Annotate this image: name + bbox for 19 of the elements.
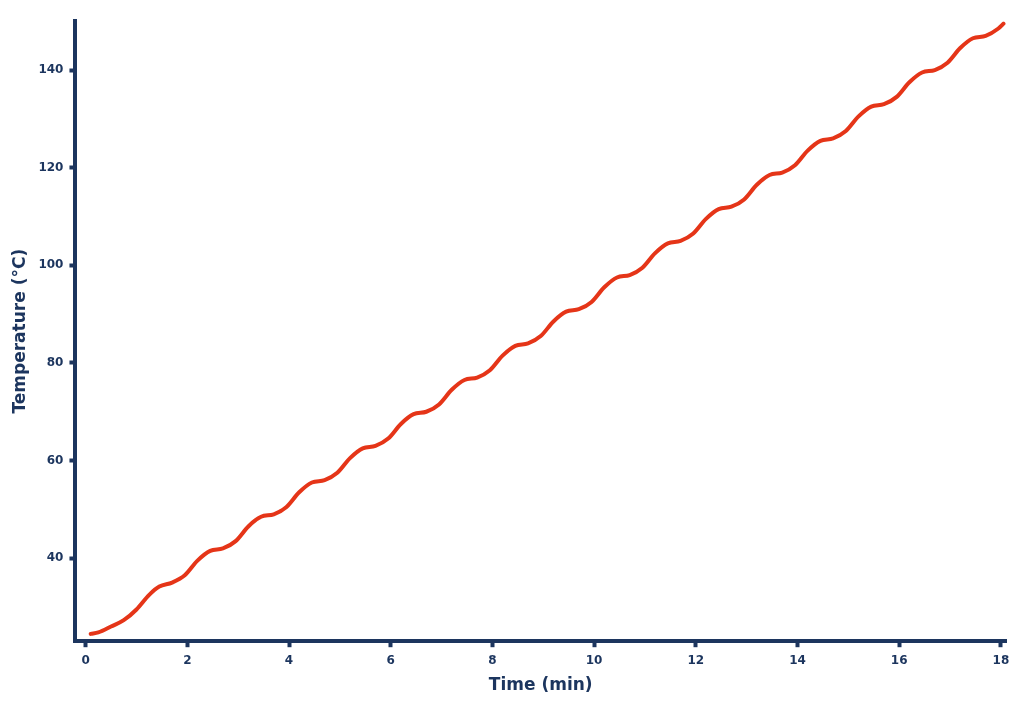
x-tick-label: 8	[488, 652, 497, 667]
line-series	[88, 21, 1006, 636]
x-tick-label: 12	[687, 652, 705, 667]
x-axis-title: Time (min)	[488, 674, 593, 695]
x-tick-label: 0	[81, 652, 90, 667]
x-tick-label: 18	[992, 652, 1010, 667]
y-tick-label: 140	[38, 62, 64, 77]
x-tick-label: 2	[183, 652, 192, 667]
x-tick-label: 16	[890, 652, 908, 667]
x-tick-label: 4	[284, 652, 294, 667]
y-tick-label: 80	[46, 355, 64, 370]
x-tick-label: 10	[585, 652, 603, 667]
x-tick-label: 14	[789, 652, 806, 667]
y-tick-label: 100	[38, 257, 64, 272]
x-tick-label: 6	[386, 652, 395, 667]
y-tick-label: 120	[38, 159, 64, 174]
y-axis-title: Temperature (°C)	[8, 248, 29, 414]
y-tick-label: 60	[46, 452, 64, 467]
y-tick-label: 40	[46, 550, 64, 565]
